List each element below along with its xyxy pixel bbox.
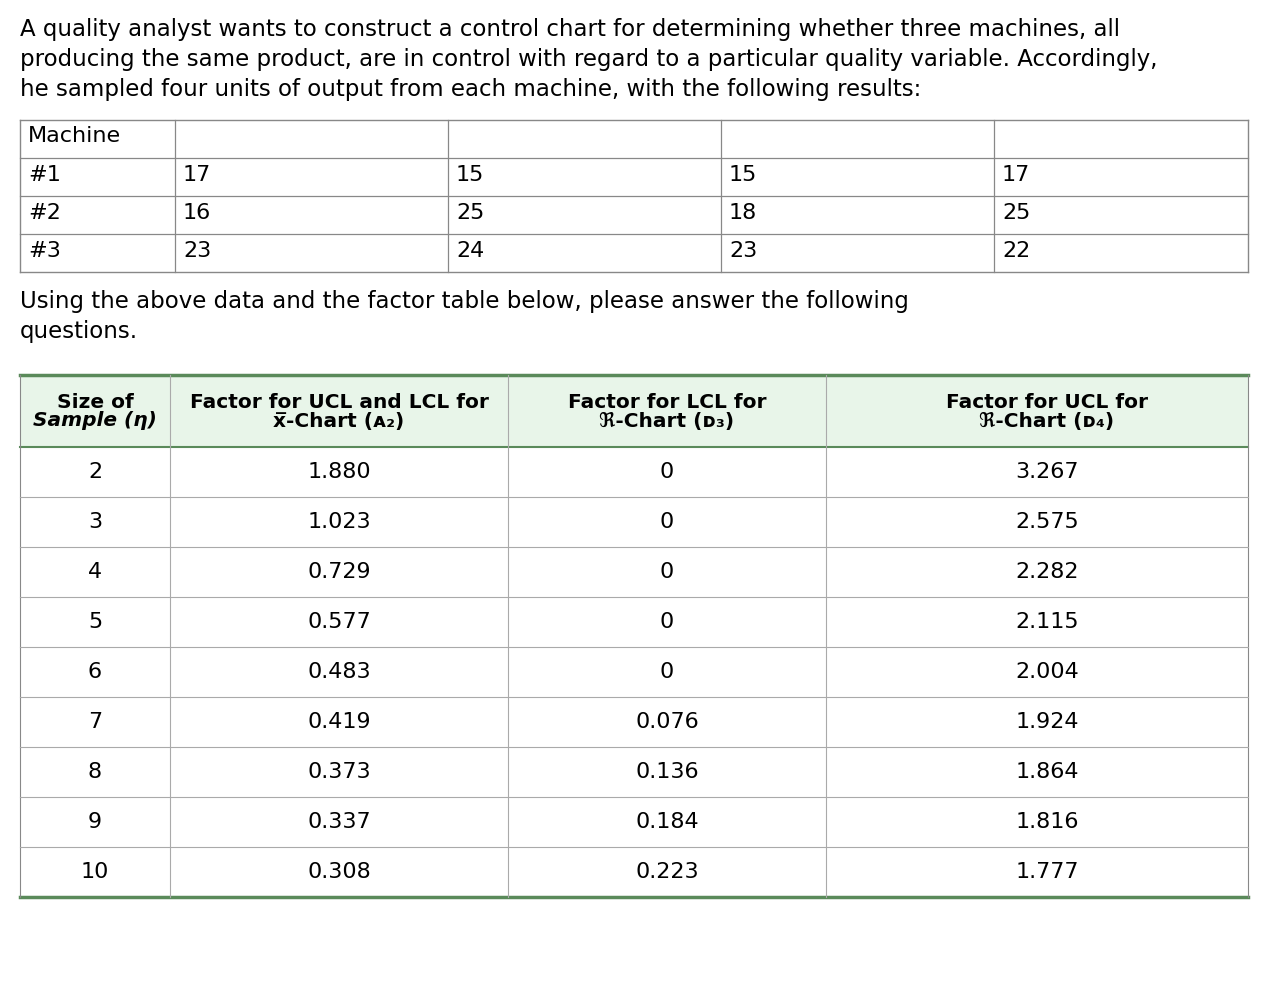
Text: 0.373: 0.373 [307,762,370,782]
Text: 0.223: 0.223 [635,862,699,882]
Text: 0.483: 0.483 [307,662,370,682]
Text: 6: 6 [87,662,101,682]
Text: 10: 10 [81,862,109,882]
Text: he sampled four units of output from each machine, with the following results:: he sampled four units of output from eac… [20,78,922,101]
Text: 0: 0 [659,462,675,482]
Text: 4: 4 [87,562,101,582]
Text: 22: 22 [1002,241,1030,261]
Text: Machine: Machine [28,126,122,146]
Text: 0.308: 0.308 [307,862,370,882]
Text: 24: 24 [456,241,484,261]
Text: x̅-Chart (ᴀ₂): x̅-Chart (ᴀ₂) [274,412,404,431]
Text: 0.577: 0.577 [307,612,370,632]
Text: 0.419: 0.419 [307,712,370,732]
Text: 1.816: 1.816 [1016,812,1079,832]
Text: Size of: Size of [57,393,133,413]
Text: questions.: questions. [20,320,138,343]
Text: Using the above data and the factor table below, please answer the following: Using the above data and the factor tabl… [20,290,909,313]
Text: 0.337: 0.337 [307,812,370,832]
Text: 2.004: 2.004 [1016,662,1079,682]
Text: 1.864: 1.864 [1016,762,1079,782]
Text: 1.924: 1.924 [1016,712,1079,732]
Text: 2.282: 2.282 [1016,562,1079,582]
Text: 3: 3 [87,512,101,532]
Text: 17: 17 [183,165,212,185]
Bar [20,375,1248,447]
Text: 2.115: 2.115 [1016,612,1079,632]
Text: 2.575: 2.575 [1016,512,1079,532]
Text: 15: 15 [729,165,757,185]
Text: Factor for UCL and LCL for: Factor for UCL and LCL for [189,393,488,413]
Text: 0: 0 [659,562,675,582]
Text: #2: #2 [28,203,61,223]
Text: #3: #3 [28,241,61,261]
Text: 2: 2 [87,462,101,482]
Text: 7: 7 [87,712,101,732]
Text: 0.729: 0.729 [307,562,370,582]
Text: 0.184: 0.184 [635,812,699,832]
Text: 16: 16 [183,203,212,223]
Text: Factor for UCL for: Factor for UCL for [946,393,1148,413]
Text: 23: 23 [729,241,757,261]
Text: 0.076: 0.076 [635,712,699,732]
Text: 1.777: 1.777 [1016,862,1079,882]
Text: 0: 0 [659,662,675,682]
Text: 5: 5 [87,612,103,632]
Text: 3.267: 3.267 [1016,462,1079,482]
Text: ℜ-Chart (ᴅ₄): ℜ-Chart (ᴅ₄) [979,412,1115,431]
Text: 17: 17 [1002,165,1030,185]
Text: 18: 18 [729,203,757,223]
Text: 15: 15 [456,165,484,185]
Text: 0.136: 0.136 [635,762,699,782]
Text: 1.023: 1.023 [307,512,370,532]
Text: ℜ-Chart (ᴅ₃): ℜ-Chart (ᴅ₃) [600,412,734,431]
Text: 0: 0 [659,512,675,532]
Text: Factor for LCL for: Factor for LCL for [568,393,766,413]
Text: A quality analyst wants to construct a control chart for determining whether thr: A quality analyst wants to construct a c… [20,18,1120,41]
Text: 25: 25 [456,203,484,223]
Text: 1.880: 1.880 [307,462,370,482]
Text: 0: 0 [659,612,675,632]
Text: 9: 9 [87,812,101,832]
Text: 25: 25 [1002,203,1031,223]
Text: Sample (η): Sample (η) [33,412,157,431]
Text: 8: 8 [87,762,101,782]
Text: producing the same product, are in control with regard to a particular quality v: producing the same product, are in contr… [20,48,1158,71]
Text: #1: #1 [28,165,61,185]
Text: 23: 23 [183,241,212,261]
